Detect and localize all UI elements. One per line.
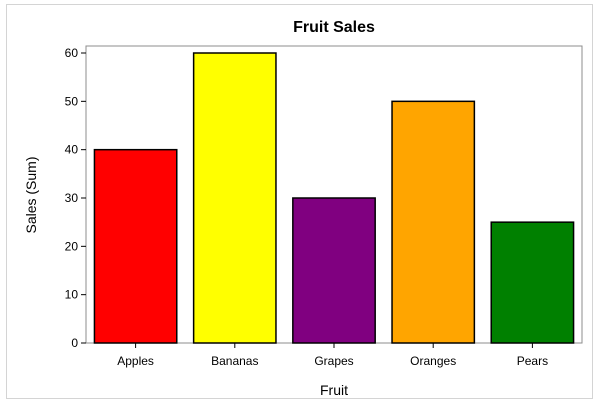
x-tick-label: Oranges (410, 354, 456, 368)
bars (93, 52, 575, 344)
bar-apples (93, 148, 178, 344)
y-tick-label: 60 (65, 46, 79, 60)
y-tick-label: 40 (65, 143, 79, 157)
x-tick-label: Pears (517, 354, 548, 368)
bar-pears (490, 221, 575, 344)
x-axis: Apples Bananas Grapes Oranges Pears (117, 343, 548, 368)
y-axis-label: Sales (Sum) (23, 156, 39, 233)
bar-grapes (292, 197, 376, 344)
bar-oranges (391, 100, 476, 344)
bar-bananas (192, 52, 277, 344)
x-axis-label: Fruit (320, 382, 348, 398)
y-tick-label: 10 (65, 288, 79, 302)
y-axis: 0 10 20 30 40 50 60 (65, 46, 86, 350)
x-tick-label: Grapes (314, 354, 353, 368)
chart-title: Fruit Sales (293, 19, 375, 36)
x-tick-label: Bananas (211, 354, 258, 368)
y-tick-label: 30 (65, 191, 79, 205)
y-tick-label: 20 (65, 239, 79, 253)
x-tick-label: Apples (117, 354, 154, 368)
y-tick-label: 0 (71, 336, 78, 350)
y-tick-label: 50 (65, 94, 79, 108)
